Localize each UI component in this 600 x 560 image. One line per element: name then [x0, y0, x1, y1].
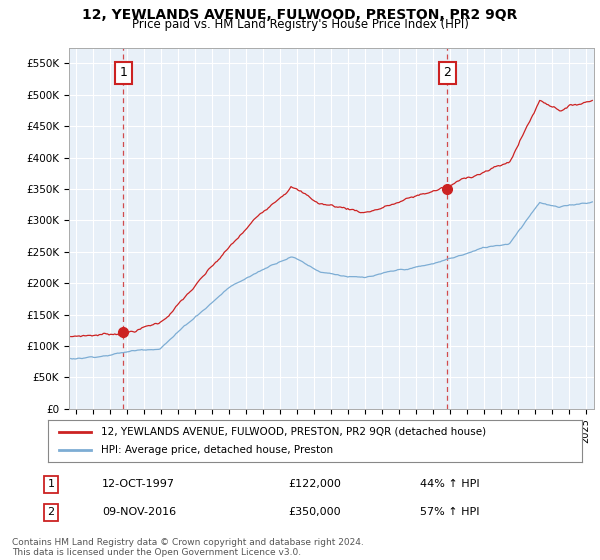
Text: 57% ↑ HPI: 57% ↑ HPI	[420, 507, 479, 517]
Text: 12-OCT-1997: 12-OCT-1997	[102, 479, 175, 489]
Text: Price paid vs. HM Land Registry's House Price Index (HPI): Price paid vs. HM Land Registry's House …	[131, 18, 469, 31]
Text: £122,000: £122,000	[288, 479, 341, 489]
Text: £350,000: £350,000	[288, 507, 341, 517]
Text: 44% ↑ HPI: 44% ↑ HPI	[420, 479, 479, 489]
Text: 1: 1	[119, 67, 127, 80]
Text: 12, YEWLANDS AVENUE, FULWOOD, PRESTON, PR2 9QR (detached house): 12, YEWLANDS AVENUE, FULWOOD, PRESTON, P…	[101, 427, 487, 437]
Text: Contains HM Land Registry data © Crown copyright and database right 2024.
This d: Contains HM Land Registry data © Crown c…	[12, 538, 364, 557]
Text: 09-NOV-2016: 09-NOV-2016	[102, 507, 176, 517]
Text: 1: 1	[47, 479, 55, 489]
Text: HPI: Average price, detached house, Preston: HPI: Average price, detached house, Pres…	[101, 445, 334, 455]
Text: 12, YEWLANDS AVENUE, FULWOOD, PRESTON, PR2 9QR: 12, YEWLANDS AVENUE, FULWOOD, PRESTON, P…	[82, 8, 518, 22]
Text: 2: 2	[47, 507, 55, 517]
Text: 2: 2	[443, 67, 451, 80]
